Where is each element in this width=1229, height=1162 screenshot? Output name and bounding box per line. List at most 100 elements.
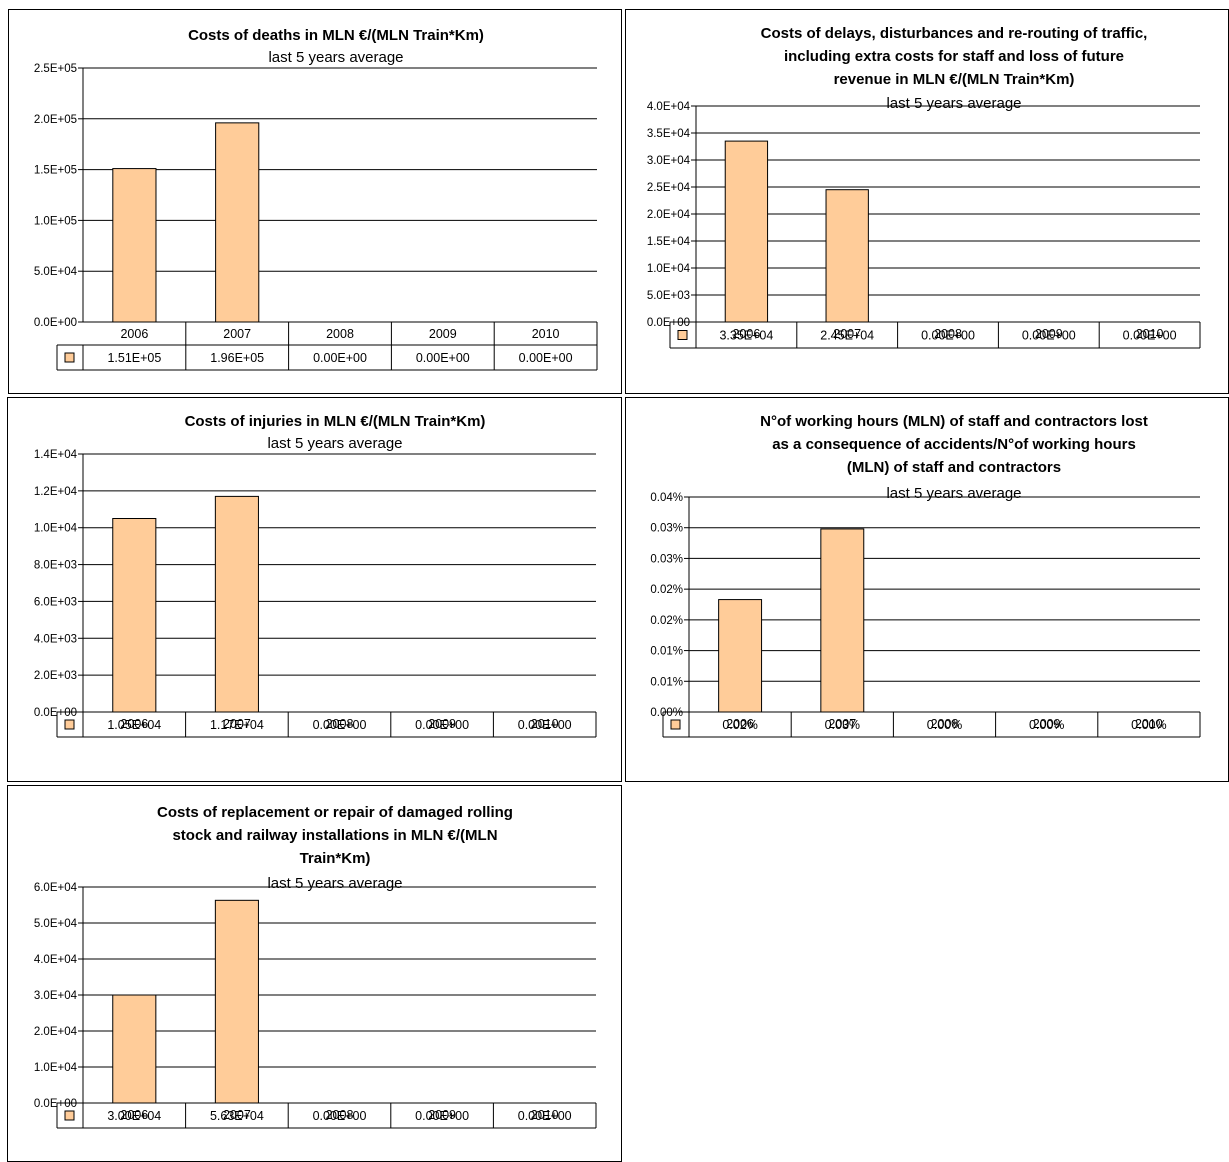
chart-title-line: N°of working hours (MLN) of staff and co…	[760, 413, 1148, 430]
bar	[718, 599, 763, 713]
x-category-label: 2010	[531, 717, 559, 731]
y-tick-label: 0.02%	[650, 584, 683, 596]
legend-key	[64, 719, 75, 730]
chart-title-line: including extra costs for staff and loss…	[784, 48, 1124, 65]
bar	[112, 168, 157, 323]
x-category-label: 2008	[326, 1108, 354, 1122]
bar	[724, 140, 769, 323]
data-table-value: 0.00%	[927, 718, 962, 732]
y-tick-label: 1.0E+05	[34, 215, 77, 227]
y-tick-label: 0.0E+00	[34, 1098, 77, 1110]
x-category-label: 2006	[732, 327, 760, 341]
legend-key	[670, 719, 681, 730]
data-table-value: 0.03%	[825, 718, 860, 732]
x-category-label: 2007	[223, 1108, 251, 1122]
y-tick-label: 0.02%	[650, 615, 683, 627]
y-tick-label: 5.0E+03	[647, 290, 690, 302]
y-tick-label: 0.03%	[650, 553, 683, 565]
data-table-value: 0.00E+00	[313, 351, 367, 365]
x-category-label: 2007	[223, 327, 251, 341]
chart-title-line: Costs of deaths in MLN €/(MLN Train*Km)	[188, 27, 484, 44]
chart-subtitle: last 5 years average	[267, 875, 402, 892]
chart-working-hours: N°of working hours (MLN) of staff and co…	[650, 413, 1201, 738]
y-tick-label: 1.0E+04	[34, 523, 78, 535]
data-table-value: 1.17E+04	[210, 718, 264, 732]
chart-subtitle: last 5 years average	[267, 435, 402, 452]
chart-subtitle: last 5 years average	[268, 49, 403, 66]
legend-key	[64, 352, 75, 363]
x-category-label: 2009	[428, 717, 456, 731]
bar	[214, 899, 259, 1104]
y-tick-label: 1.4E+04	[34, 449, 78, 461]
x-category-label: 2007	[223, 717, 251, 731]
bar	[825, 189, 869, 323]
data-table-value: 0.02%	[722, 718, 757, 732]
y-tick-label: 1.0E+04	[647, 263, 691, 275]
data-table-value: 0.00E+00	[1022, 329, 1076, 343]
chart-title-line: (MLN) of staff and contractors	[847, 459, 1061, 476]
y-tick-label: 5.0E+04	[34, 266, 78, 278]
x-category-label: 2009	[1035, 327, 1063, 341]
y-tick-label: 0.0E+00	[647, 317, 690, 329]
x-category-label: 2010	[531, 1108, 559, 1122]
chart-title-line: as a consequence of accidents/N°of worki…	[772, 436, 1136, 453]
x-category-label: 2006	[120, 717, 148, 731]
data-table-value: 0.00E+00	[921, 329, 975, 343]
chart-delays: Costs of delays, disturbances and re-rou…	[647, 25, 1201, 349]
y-tick-label: 3.5E+04	[647, 128, 691, 140]
chart-title-line: stock and railway installations in MLN €…	[172, 827, 497, 844]
bar	[112, 994, 157, 1104]
y-tick-label: 2.0E+05	[34, 114, 77, 126]
chart-injuries: Costs of injuries in MLN €/(MLN Train*Km…	[34, 413, 597, 738]
x-category-label: 2008	[931, 717, 959, 731]
x-category-label: 2006	[120, 327, 148, 341]
plot-area	[689, 497, 1200, 712]
x-category-label: 2008	[934, 327, 962, 341]
data-table-value: 0.00%	[1029, 718, 1064, 732]
chart-panel-working-hours: N°of working hours (MLN) of staff and co…	[625, 397, 1229, 782]
y-tick-label: 6.0E+04	[34, 882, 78, 894]
legend-key	[64, 1110, 75, 1121]
data-table-value: 0.00E+00	[518, 1109, 572, 1123]
y-tick-label: 1.5E+04	[647, 236, 691, 248]
data-table-value: 0.00E+00	[1123, 329, 1177, 343]
y-tick-label: 1.2E+04	[34, 486, 78, 498]
data-table-value: 0.00E+00	[313, 718, 367, 732]
data-table-value: 2.45E+04	[820, 329, 874, 343]
chart-title-line: revenue in MLN €/(MLN Train*Km)	[834, 71, 1075, 88]
y-tick-label: 4.0E+04	[34, 954, 78, 966]
chart-panel-replacement: Costs of replacement or repair of damage…	[7, 785, 622, 1162]
y-tick-label: 0.03%	[650, 523, 683, 535]
chart-title-line: Train*Km)	[300, 850, 371, 867]
y-tick-label: 3.0E+04	[34, 990, 78, 1002]
data-table-value: 0.00E+00	[415, 1109, 469, 1123]
chart-subtitle: last 5 years average	[886, 485, 1021, 502]
data-table-value: 3.35E+04	[719, 329, 773, 343]
bar	[820, 528, 865, 713]
x-category-label: 2010	[1135, 717, 1163, 731]
y-tick-label: 3.0E+04	[647, 155, 691, 167]
chart-title-line: Costs of replacement or repair of damage…	[157, 804, 513, 821]
data-table-value: 1.51E+05	[107, 351, 161, 365]
chart-deaths: Costs of deaths in MLN €/(MLN Train*Km) 0…	[34, 27, 598, 371]
bar	[215, 122, 260, 323]
data-table-value: 0.00%	[1131, 718, 1166, 732]
x-category-label: 2006	[120, 1108, 148, 1122]
chart-panel-injuries: Costs of injuries in MLN €/(MLN Train*Km…	[7, 397, 622, 782]
y-tick-label: 4.0E+03	[34, 633, 77, 645]
bar	[112, 518, 157, 713]
chart-replacement: Costs of replacement or repair of damage…	[34, 804, 597, 1129]
y-tick-label: 2.0E+04	[34, 1026, 78, 1038]
chart-panel-deaths: Costs of deaths in MLN €/(MLN Train*Km) 0…	[8, 9, 622, 394]
x-category-label: 2008	[326, 327, 354, 341]
data-table-value: 0.00E+00	[416, 351, 470, 365]
y-tick-label: 2.5E+04	[647, 182, 691, 194]
y-tick-label: 2.0E+03	[34, 670, 77, 682]
data-table-value: 0.00E+00	[518, 718, 572, 732]
y-tick-label: 0.0E+00	[34, 317, 77, 329]
y-tick-label: 8.0E+03	[34, 560, 77, 572]
y-tick-label: 2.5E+05	[34, 63, 77, 75]
data-table-value: 1.05E+04	[107, 718, 161, 732]
y-tick-label: 1.5E+05	[34, 165, 77, 177]
legend-key	[677, 330, 688, 340]
